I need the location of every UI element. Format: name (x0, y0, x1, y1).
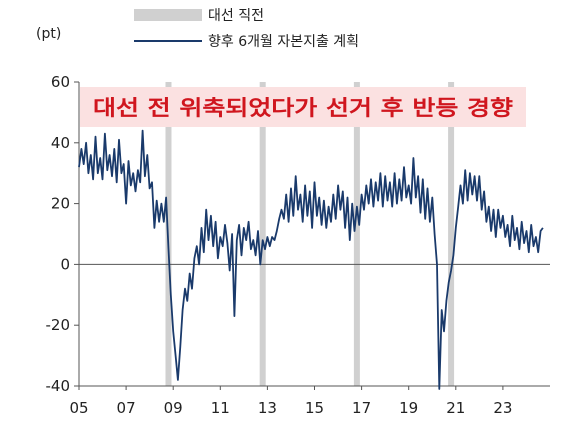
x-tick-label: 15 (305, 399, 324, 417)
y-tick-label: 60 (51, 73, 70, 91)
x-tick-label: 23 (493, 399, 512, 417)
x-tick-label: 21 (446, 399, 465, 417)
axes: 60 40 20 0 -20 -40 05 07 09 11 13 15 17 19 21 23 (46, 73, 550, 417)
annotation-box: 대선 전 위축되었다가 선거 후 반등 경향 (80, 87, 526, 127)
x-tick-label: 17 (352, 399, 371, 417)
y-tick-label: 0 (60, 255, 70, 273)
annotation-background (80, 87, 526, 127)
annotation-text: 대선 전 위축되었다가 선거 후 반등 경향 (93, 96, 513, 120)
y-unit-label: (pt) (36, 26, 61, 42)
y-tick-label: 40 (51, 134, 70, 152)
x-tick-label: 05 (69, 399, 88, 417)
y-tick-label: -40 (46, 377, 71, 395)
election-band-3 (448, 82, 455, 386)
x-tick-label: 19 (399, 399, 418, 417)
y-tick-label: -20 (46, 316, 71, 334)
legend-band-swatch (134, 9, 202, 21)
x-tick-label: 07 (117, 399, 136, 417)
legend-line-label: 향후 6개월 자본지출 계획 (208, 34, 359, 50)
x-tick-label: 11 (211, 399, 230, 417)
legend: 대선 직전 향후 6개월 자본지출 계획 (134, 8, 359, 50)
series-group (78, 129, 544, 390)
election-band-2 (353, 82, 360, 386)
series-line-0 (78, 129, 544, 390)
x-tick-label: 09 (164, 399, 183, 417)
y-tick-label: 20 (51, 195, 70, 213)
legend-band-label: 대선 직전 (208, 8, 264, 24)
election-band-1 (259, 82, 266, 386)
x-tick-label: 13 (258, 399, 277, 417)
